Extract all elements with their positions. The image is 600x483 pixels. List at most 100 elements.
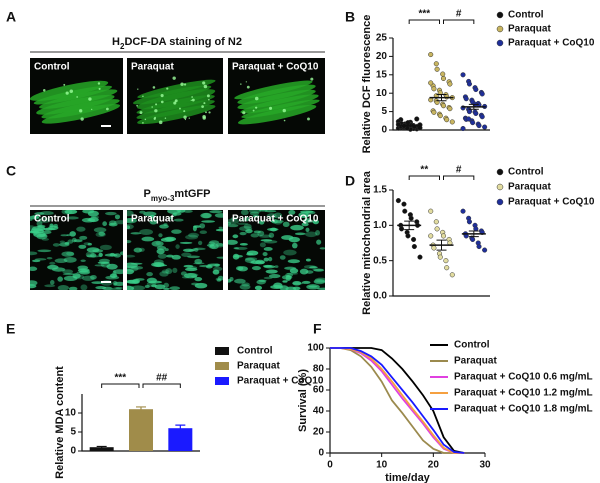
- mito: [30, 225, 36, 230]
- sig-label: #: [456, 165, 462, 176]
- image-content: [127, 210, 223, 290]
- mito: [127, 239, 132, 244]
- speck: [203, 84, 208, 89]
- x-axis-label: time/day: [385, 472, 431, 483]
- sig-bracket: [101, 383, 140, 388]
- mito: [42, 230, 52, 235]
- speck: [155, 103, 158, 106]
- mito: [49, 223, 54, 228]
- mito: [139, 210, 146, 214]
- mito: [36, 221, 43, 227]
- mito: [127, 217, 137, 224]
- mito: [255, 259, 265, 265]
- legend-label: Paraquat + CoQ10: [237, 376, 324, 387]
- mito: [163, 282, 170, 288]
- title-part: DCF-DA staining of N2: [124, 36, 242, 48]
- mito: [263, 265, 276, 269]
- data-point: [428, 208, 434, 214]
- mito: [146, 281, 157, 287]
- speck: [252, 109, 255, 112]
- mito: [239, 243, 248, 246]
- speck: [202, 81, 206, 85]
- mito: [183, 264, 194, 268]
- mito: [93, 227, 107, 233]
- mito: [100, 261, 111, 268]
- mito: [290, 224, 304, 231]
- mito: [130, 262, 143, 265]
- mito: [57, 284, 70, 290]
- mito: [264, 210, 277, 213]
- data-point: [466, 116, 472, 122]
- mito: [112, 269, 123, 275]
- sig-label: ##: [156, 373, 168, 384]
- mito: [217, 275, 223, 281]
- mito: [301, 222, 309, 227]
- mito: [263, 247, 273, 251]
- title-part: mtGFP: [174, 188, 210, 200]
- data-point: [460, 72, 466, 78]
- y-tick-label: 20: [376, 51, 388, 62]
- mito: [186, 266, 198, 270]
- y-axis-label: Relative MDA content: [54, 366, 66, 479]
- mito: [71, 237, 77, 243]
- data-point: [431, 109, 437, 115]
- data-point: [460, 125, 466, 132]
- speck: [97, 82, 101, 85]
- y-tick-label: 1.0: [373, 220, 387, 231]
- mito: [208, 244, 216, 249]
- mito: [180, 271, 187, 276]
- speck: [136, 104, 138, 107]
- sem-bar: [404, 220, 415, 231]
- y-axis-label: Relative mitochondrial area: [361, 170, 373, 315]
- y-tick-label: 60: [313, 385, 325, 396]
- mito: [52, 243, 60, 247]
- data-point: [440, 103, 447, 109]
- mito: [81, 217, 96, 223]
- sem-bar: [468, 103, 479, 110]
- data-point: [405, 233, 411, 239]
- data-point: [414, 116, 420, 122]
- mito: [86, 255, 100, 258]
- mito: [30, 230, 40, 234]
- mito: [257, 230, 265, 237]
- panel-title: Pmyo-3mtGFP: [144, 188, 211, 203]
- data-point: [447, 81, 453, 87]
- worm: [240, 94, 319, 114]
- mito: [316, 239, 322, 245]
- mito: [90, 274, 97, 280]
- error-bar: [96, 445, 107, 448]
- legend-marker: [496, 183, 504, 191]
- legend-marker: [496, 39, 504, 47]
- data-point: [417, 254, 423, 260]
- data-point: [428, 80, 434, 86]
- y-tick-label: 10: [376, 88, 388, 99]
- mito: [63, 256, 77, 263]
- panel-letter: E: [6, 321, 15, 337]
- mito: [161, 269, 170, 274]
- mito: [155, 241, 161, 246]
- data-point: [482, 124, 488, 130]
- mito: [154, 284, 166, 290]
- mito: [112, 270, 117, 277]
- mito: [127, 285, 135, 290]
- mito: [112, 280, 118, 286]
- mito: [305, 231, 318, 238]
- image-label: Paraquat + CoQ10: [232, 62, 319, 73]
- mito: [173, 218, 184, 222]
- mito: [192, 225, 197, 232]
- data-point: [449, 272, 455, 278]
- panel-letter: A: [6, 9, 16, 25]
- title-part: H: [112, 36, 120, 48]
- mito: [258, 279, 267, 282]
- mito: [239, 219, 247, 222]
- legend-label: Control: [237, 346, 273, 357]
- mito: [44, 227, 53, 232]
- survival-line: [330, 347, 465, 454]
- data-point: [401, 201, 407, 207]
- mito: [46, 257, 53, 260]
- mito: [160, 237, 175, 243]
- mito: [228, 239, 238, 245]
- speck: [158, 120, 163, 125]
- worm: [30, 80, 109, 101]
- mito: [250, 233, 260, 238]
